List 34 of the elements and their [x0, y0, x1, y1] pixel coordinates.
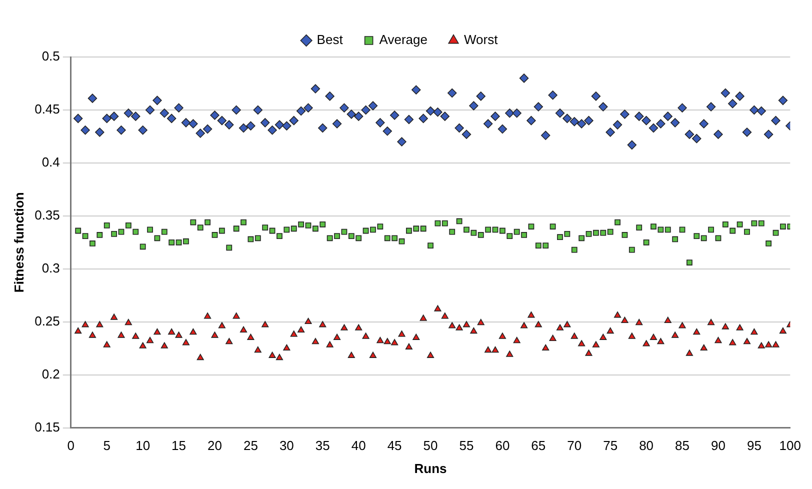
x-tick-label: 90 — [710, 438, 726, 454]
x-tick-label: 95 — [746, 438, 762, 454]
y-tick-label: 0.2 — [42, 366, 60, 382]
x-tick-label: 45 — [387, 438, 402, 454]
x-tick-label: 25 — [243, 438, 258, 454]
x-tick-label: 30 — [279, 438, 294, 454]
x-tick-label: 40 — [351, 438, 366, 454]
y-axis-title: Fitness function — [11, 192, 26, 293]
x-tick-label: 35 — [315, 438, 330, 454]
x-axis-title: Runs — [414, 460, 447, 476]
x-tick-label: 85 — [675, 438, 690, 454]
x-tick-label: 20 — [208, 438, 222, 454]
x-tick-label: 55 — [459, 438, 474, 454]
y-tick-label: 0.35 — [34, 207, 60, 222]
x-tick-label: 10 — [136, 438, 150, 454]
y-tick-label: 0.15 — [34, 419, 60, 434]
legend-label: Average — [379, 32, 428, 48]
legend-label: Best — [316, 32, 344, 48]
x-tick-label: 80 — [639, 438, 654, 454]
x-tick-label: 15 — [172, 438, 186, 454]
x-tick-label: 100 — [779, 438, 802, 454]
y-tick-label: 0.4 — [42, 154, 60, 170]
x-tick-label: 70 — [567, 438, 582, 454]
x-tick-label: 5 — [103, 438, 110, 454]
x-tick-label: 60 — [495, 438, 510, 454]
y-tick-label: 0.25 — [34, 313, 60, 328]
x-tick-label: 65 — [531, 438, 546, 454]
x-tick-label: 0 — [67, 438, 75, 454]
y-tick-label: 0.3 — [42, 260, 60, 276]
y-tick-label: 0.5 — [42, 48, 60, 64]
x-tick-label: 50 — [423, 438, 438, 454]
y-tick-label: 0.45 — [34, 102, 60, 117]
x-tick-label: 75 — [603, 438, 618, 454]
legend-label: Worst — [464, 32, 498, 48]
